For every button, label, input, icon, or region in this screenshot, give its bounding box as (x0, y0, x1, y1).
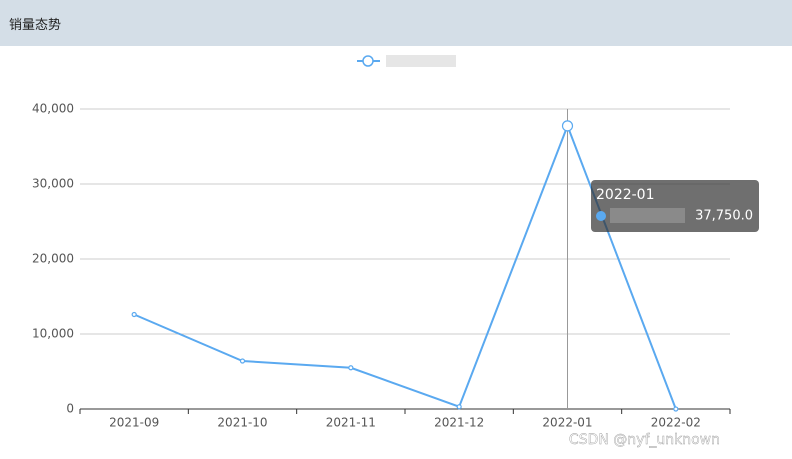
x-tick-label: 2021-12 (434, 416, 484, 430)
x-tick-label: 2022-02 (651, 416, 701, 430)
point (456, 404, 462, 410)
legend-blur (386, 55, 456, 67)
tooltip-dot (596, 211, 606, 221)
header-title: 销量态势 (9, 18, 62, 33)
tooltip-value: 37,750.0 (695, 209, 753, 224)
header: 销量态势 (0, 0, 792, 46)
x-tick-label: 2021-11 (326, 416, 376, 430)
x-tick-label: 2022-01 (542, 416, 592, 430)
y-tick-label: 10,000 (32, 327, 74, 341)
legend (357, 55, 456, 67)
point (239, 358, 246, 364)
y-tick-label: 40,000 (32, 102, 74, 116)
x-tick-label: 2021-09 (109, 416, 159, 430)
y-tick-label: 0 (66, 402, 74, 416)
watermark: CSDN @nyf_unknown (569, 432, 720, 448)
series-line (133, 123, 677, 410)
tooltip-blur (610, 208, 685, 223)
point (348, 365, 354, 371)
point (131, 311, 137, 318)
point (561, 120, 574, 132)
tooltip: 2022-01 37,750.0 (591, 180, 759, 232)
legend-marker (362, 55, 374, 67)
y-tick-label: 30,000 (32, 177, 74, 191)
point (673, 406, 679, 412)
y-tick-label: 20,000 (32, 252, 74, 266)
x-tick-label: 2021-10 (217, 416, 267, 430)
tooltip-title: 2022-01 (596, 187, 655, 203)
